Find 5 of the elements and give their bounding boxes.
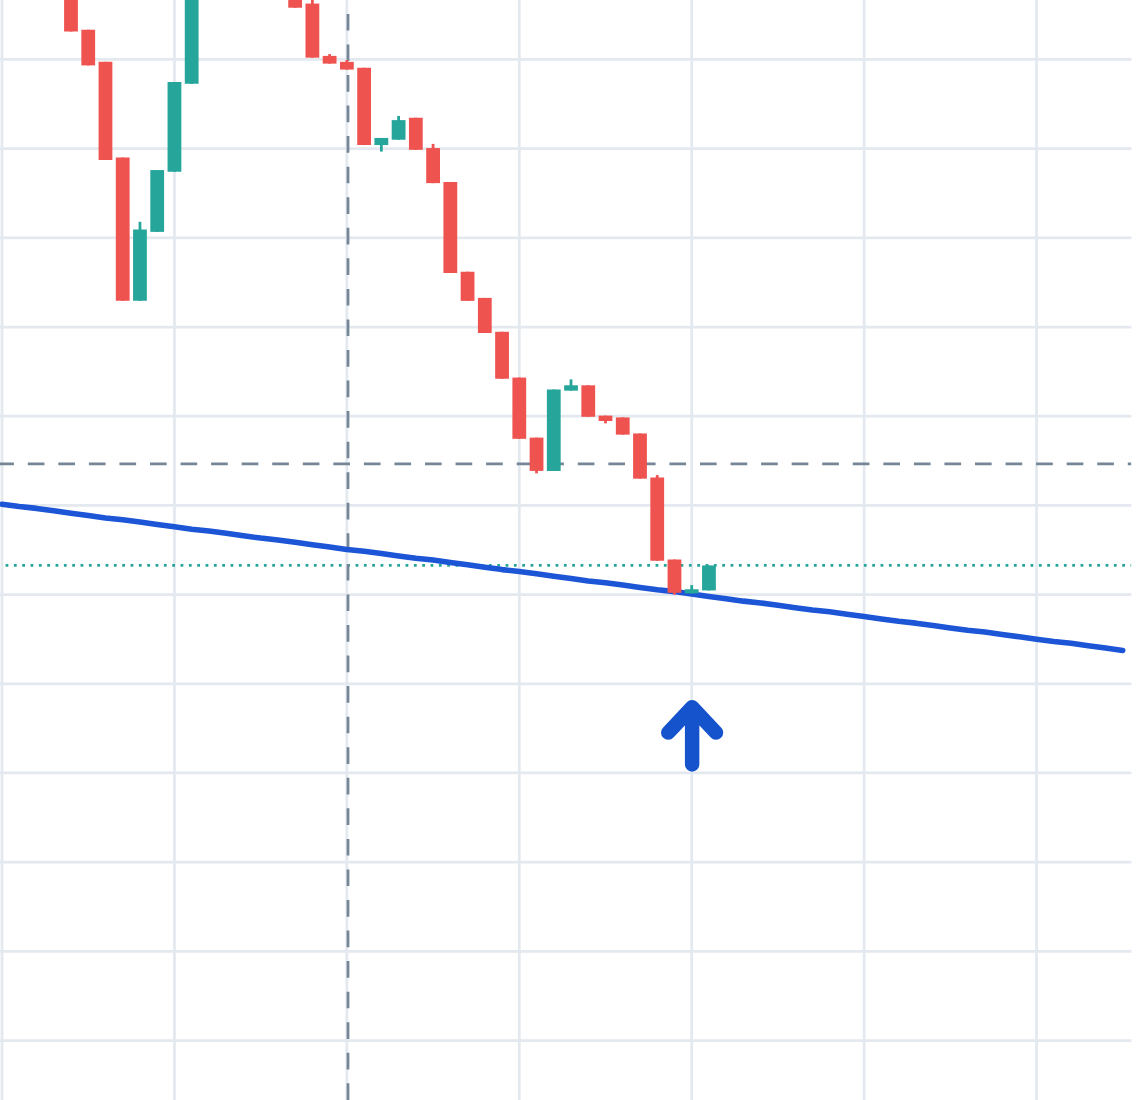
candlestick [667, 558, 682, 596]
candlestick [581, 383, 596, 419]
candlestick [391, 114, 406, 142]
candlestick [460, 270, 475, 303]
candlestick [529, 436, 544, 475]
